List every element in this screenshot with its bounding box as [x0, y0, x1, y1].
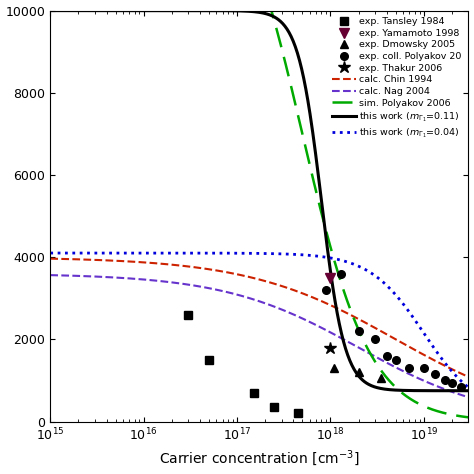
this work ($m_{\Gamma_1}$=0.04): [327, 255, 332, 261]
sim. Polyakov 2006: [294, 107, 300, 113]
exp. coll. Polyakov 20: [458, 384, 464, 390]
calc. Chin 1994: [362, 319, 368, 325]
Line: exp. Dmowsky 2005: exp. Dmowsky 2005: [330, 364, 385, 383]
Legend: exp. Tansley 1984, exp. Yamamoto 1998, exp. Dmowsky 2005, exp. coll. Polyakov 20: exp. Tansley 1984, exp. Yamamoto 1998, e…: [330, 15, 464, 142]
this work ($m_{\Gamma_1}$=0.11): [47, 8, 53, 13]
calc. Nag 2004: [121, 275, 127, 281]
exp. Tansley 1984: [295, 410, 301, 416]
this work ($m_{\Gamma_1}$=0.11): [294, 48, 300, 54]
exp. coll. Polyakov 20: [356, 328, 362, 334]
exp. coll. Polyakov 20: [421, 365, 427, 371]
Line: calc. Chin 1994: calc. Chin 1994: [50, 259, 468, 377]
Line: sim. Polyakov 2006: sim. Polyakov 2006: [50, 0, 468, 417]
exp. coll. Polyakov 20: [443, 378, 448, 383]
this work ($m_{\Gamma_1}$=0.04): [237, 250, 242, 256]
exp. coll. Polyakov 20: [407, 365, 412, 371]
exp. coll. Polyakov 20: [384, 353, 390, 359]
this work ($m_{\Gamma_1}$=0.04): [121, 250, 127, 256]
sim. Polyakov 2006: [327, 241, 332, 246]
this work ($m_{\Gamma_1}$=0.11): [362, 379, 368, 385]
Line: calc. Nag 2004: calc. Nag 2004: [50, 275, 468, 397]
calc. Nag 2004: [47, 272, 53, 278]
exp. Dmowsky 2005: [378, 375, 384, 381]
calc. Chin 1994: [294, 288, 300, 294]
Line: exp. coll. Polyakov 20: exp. coll. Polyakov 20: [322, 270, 465, 391]
exp. Tansley 1984: [206, 357, 212, 363]
this work ($m_{\Gamma_1}$=0.11): [237, 8, 242, 14]
calc. Nag 2004: [362, 348, 368, 354]
Line: this work ($m_{\Gamma_1}$=0.11): this work ($m_{\Gamma_1}$=0.11): [50, 10, 468, 391]
calc. Nag 2004: [465, 394, 471, 400]
calc. Nag 2004: [327, 329, 332, 335]
exp. coll. Polyakov 20: [393, 357, 399, 363]
calc. Nag 2004: [155, 278, 161, 283]
calc. Chin 1994: [47, 256, 53, 262]
this work ($m_{\Gamma_1}$=0.04): [47, 250, 53, 256]
exp. coll. Polyakov 20: [338, 271, 344, 276]
calc. Nag 2004: [294, 313, 300, 319]
exp. coll. Polyakov 20: [432, 372, 438, 377]
calc. Nag 2004: [237, 292, 242, 298]
this work ($m_{\Gamma_1}$=0.11): [155, 8, 161, 13]
exp. Tansley 1984: [272, 404, 277, 410]
exp. coll. Polyakov 20: [449, 380, 455, 385]
this work ($m_{\Gamma_1}$=0.04): [155, 250, 161, 256]
exp. coll. Polyakov 20: [323, 287, 329, 293]
this work ($m_{\Gamma_1}$=0.11): [327, 262, 332, 267]
Line: this work ($m_{\Gamma_1}$=0.04): this work ($m_{\Gamma_1}$=0.04): [50, 253, 468, 387]
X-axis label: Carrier concentration [cm$^{-3}$]: Carrier concentration [cm$^{-3}$]: [159, 448, 360, 468]
sim. Polyakov 2006: [362, 341, 368, 346]
this work ($m_{\Gamma_1}$=0.04): [465, 384, 471, 390]
calc. Chin 1994: [465, 374, 471, 380]
calc. Chin 1994: [121, 258, 127, 264]
calc. Chin 1994: [327, 302, 332, 308]
this work ($m_{\Gamma_1}$=0.11): [465, 388, 471, 393]
exp. Dmowsky 2005: [331, 365, 337, 371]
calc. Chin 1994: [155, 261, 161, 266]
calc. Chin 1994: [237, 272, 242, 278]
this work ($m_{\Gamma_1}$=0.04): [362, 266, 368, 272]
this work ($m_{\Gamma_1}$=0.11): [121, 8, 127, 13]
this work ($m_{\Gamma_1}$=0.04): [294, 252, 300, 257]
exp. coll. Polyakov 20: [372, 337, 378, 342]
exp. Tansley 1984: [185, 312, 191, 318]
exp. Dmowsky 2005: [356, 369, 362, 375]
sim. Polyakov 2006: [465, 414, 471, 420]
exp. Tansley 1984: [251, 390, 256, 396]
Line: exp. Tansley 1984: exp. Tansley 1984: [184, 310, 302, 418]
